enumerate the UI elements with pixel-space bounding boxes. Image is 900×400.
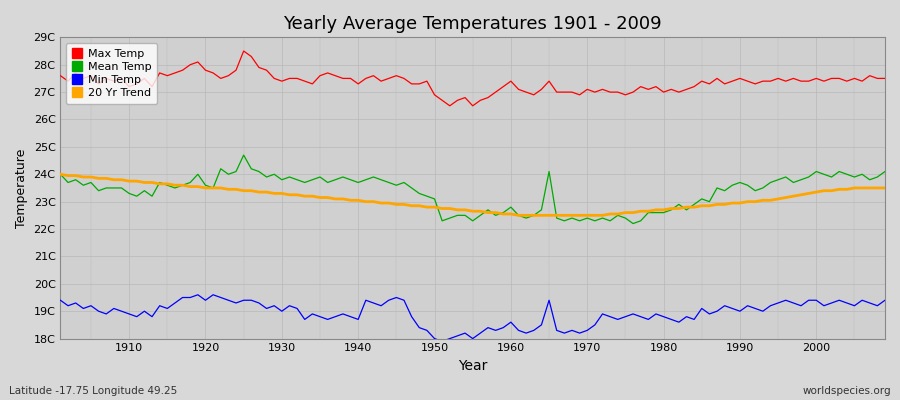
Text: worldspecies.org: worldspecies.org bbox=[803, 386, 891, 396]
X-axis label: Year: Year bbox=[458, 359, 488, 373]
Title: Yearly Average Temperatures 1901 - 2009: Yearly Average Temperatures 1901 - 2009 bbox=[284, 15, 662, 33]
Legend: Max Temp, Mean Temp, Min Temp, 20 Yr Trend: Max Temp, Mean Temp, Min Temp, 20 Yr Tre… bbox=[66, 43, 158, 104]
Text: Latitude -17.75 Longitude 49.25: Latitude -17.75 Longitude 49.25 bbox=[9, 386, 177, 396]
Y-axis label: Temperature: Temperature bbox=[15, 148, 28, 228]
